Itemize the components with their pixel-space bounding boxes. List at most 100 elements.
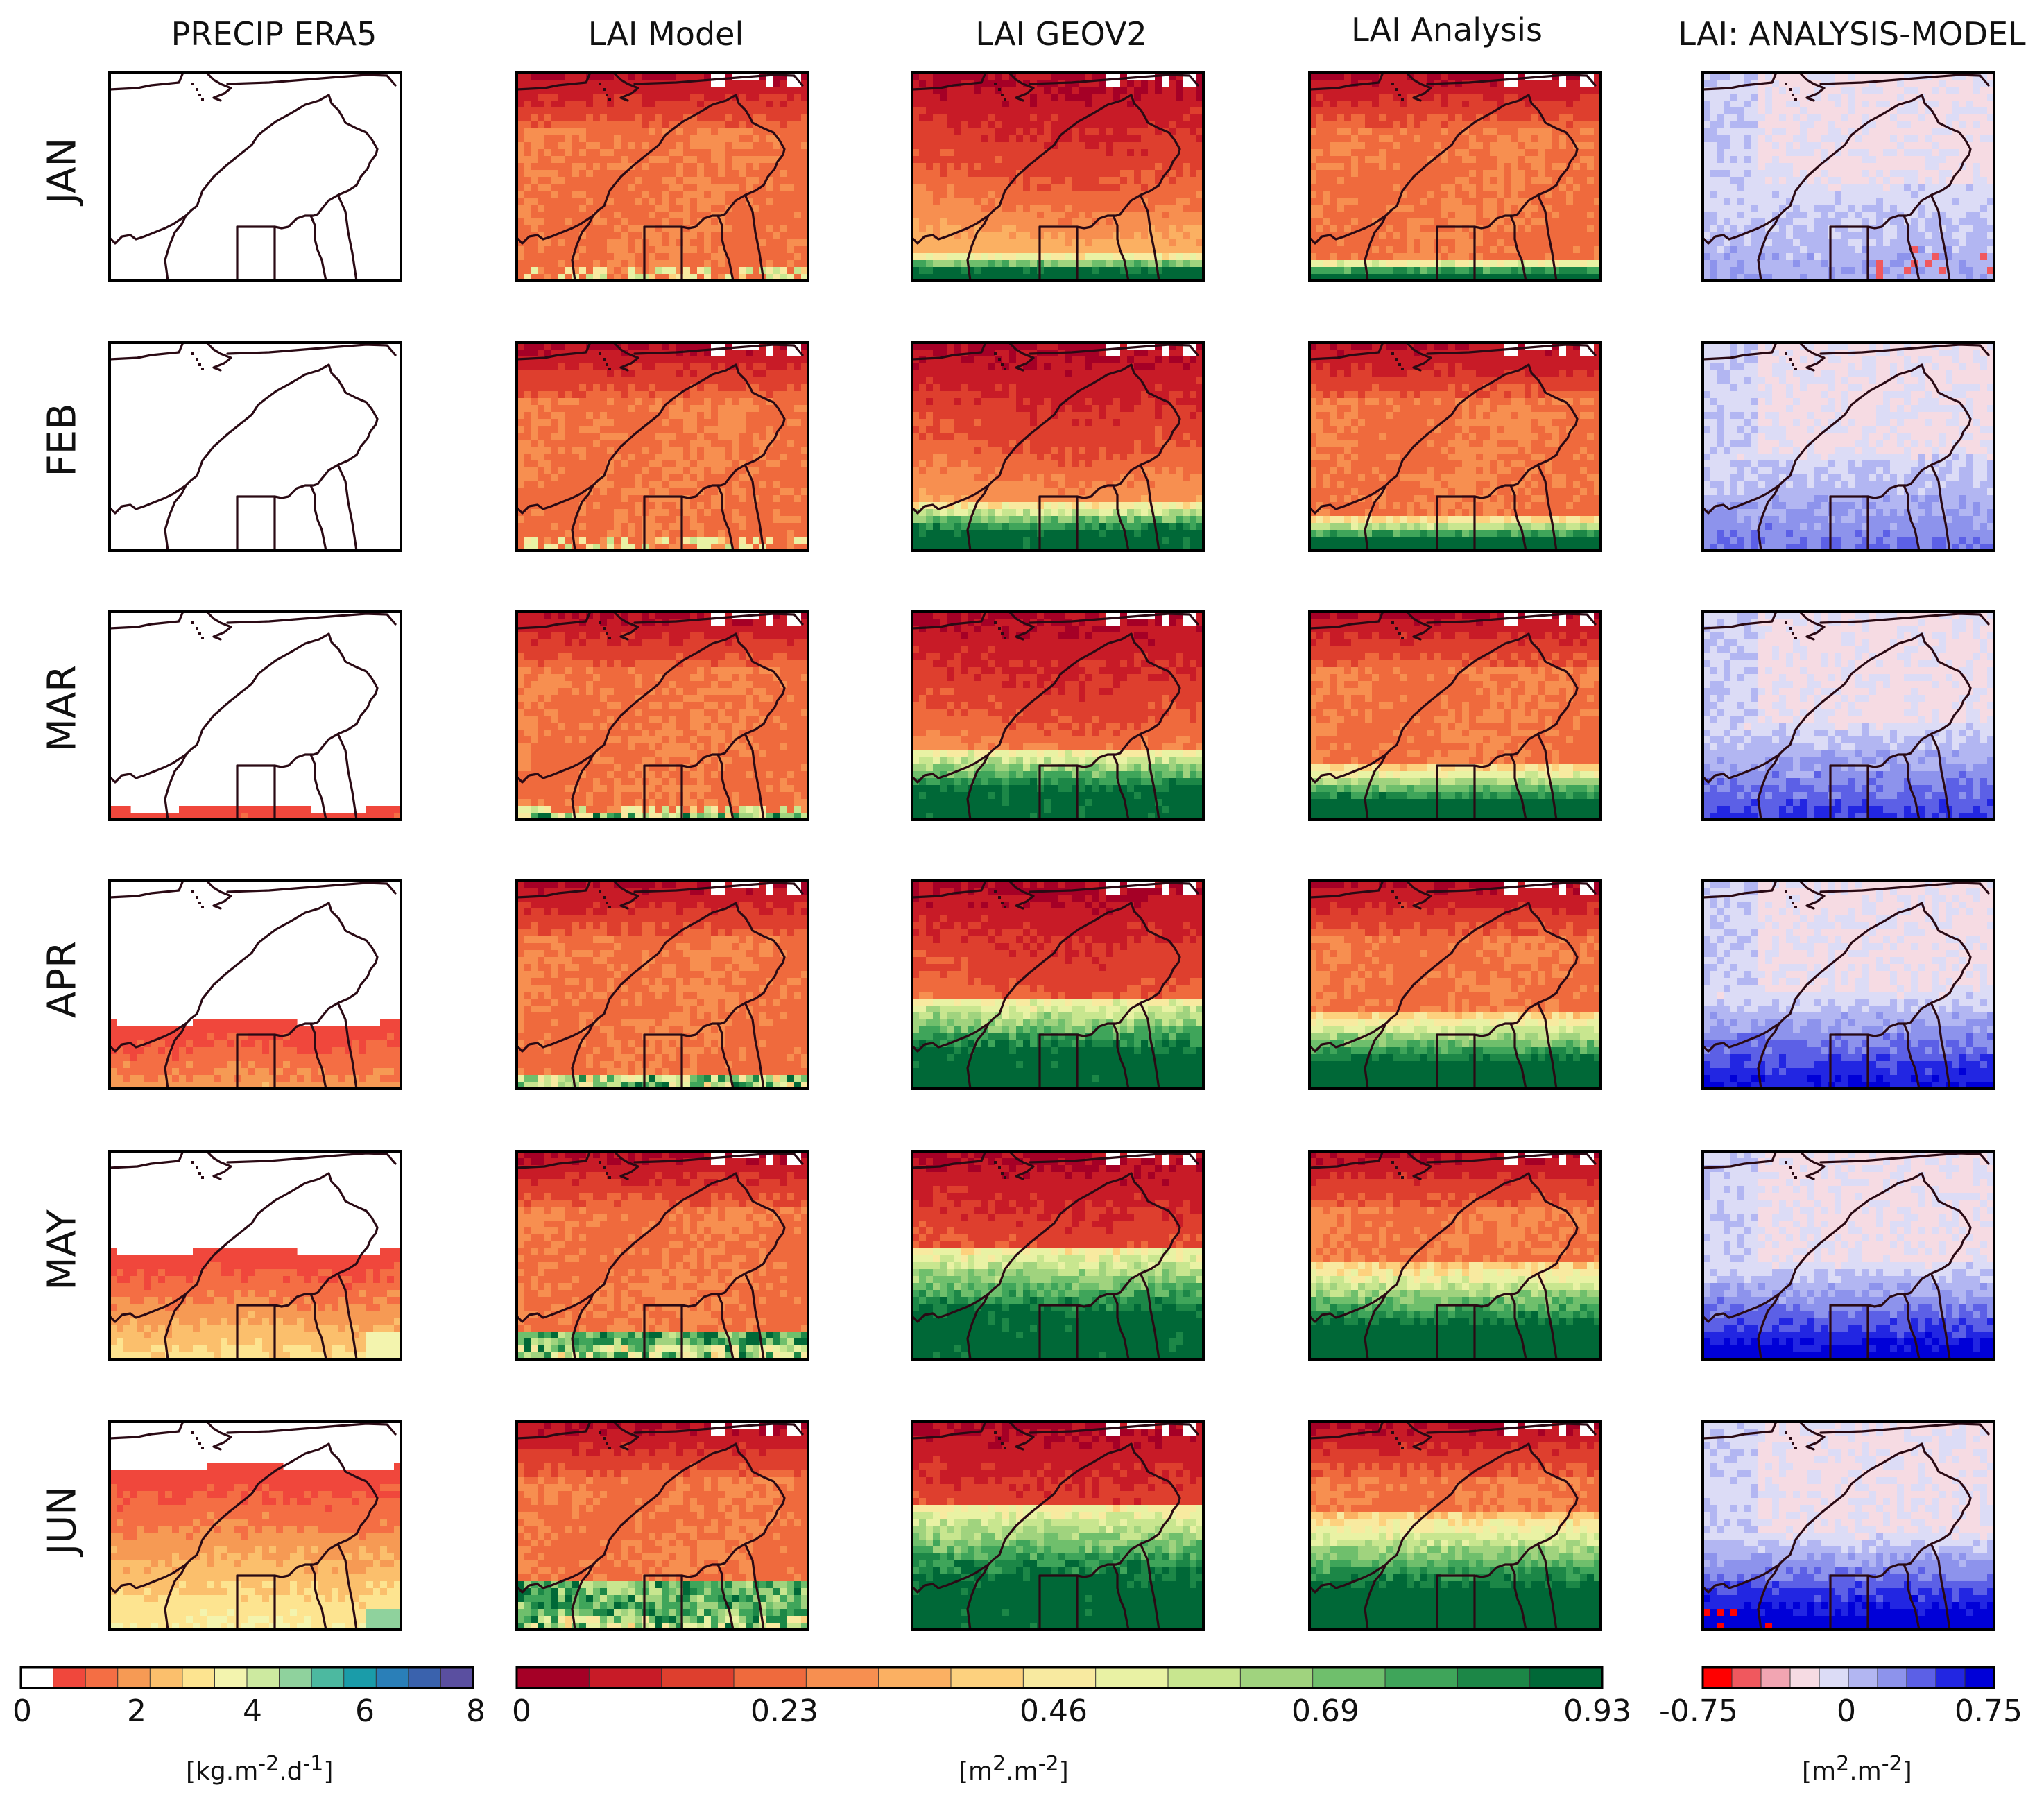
lai-colorbar-segment (589, 1667, 662, 1688)
diff-colorbar-segment (1848, 1667, 1878, 1688)
heatmap-cells (1309, 1151, 1601, 1359)
country-borders (1701, 610, 1990, 821)
row-label-jan: JAN (40, 130, 85, 213)
map-panel-2-may (911, 1150, 1205, 1361)
precip-colorbar-segment (279, 1667, 312, 1688)
heatmap-cells (1309, 73, 1601, 281)
diff-colorbar-segment (1761, 1667, 1791, 1688)
precip-colorbar-segment (85, 1667, 119, 1688)
map-panel-1-jun (515, 1420, 809, 1631)
panel-frame (911, 879, 1205, 1090)
map-panel-1-mar (515, 610, 809, 821)
column-title-lai-model: LAI Model (499, 15, 832, 53)
lai-colorbar-frame (515, 1666, 1604, 1689)
country-borders (108, 341, 397, 552)
diff-unit-label: [m2.m-2] (1802, 1752, 1912, 1786)
country-borders (911, 1420, 1199, 1631)
lai-colorbar-segment (806, 1667, 879, 1688)
heatmap-cells (1703, 1151, 1994, 1359)
panel-frame (108, 71, 402, 282)
panel-frame (515, 879, 809, 1090)
country-borders (108, 71, 397, 282)
lai-colorbar-segment (878, 1667, 952, 1688)
country-borders (515, 341, 804, 552)
map-panel-4-mar (1701, 610, 1995, 821)
heatmap-cells (912, 881, 1203, 1089)
map-panel-4-jan (1701, 71, 1995, 282)
lai-tick-069: 0.69 (1291, 1694, 1359, 1729)
lai-colorbar-segment (1385, 1667, 1458, 1688)
diff-tick-neg075: -0.75 (1659, 1694, 1738, 1729)
lai-unit-label: [m2.m-2] (959, 1752, 1069, 1786)
country-borders (108, 1420, 397, 1631)
lai-colorbar (515, 1666, 1604, 1689)
country-borders (911, 1150, 1199, 1361)
precip-colorbar-segment (214, 1667, 248, 1688)
precip-colorbar-segment (376, 1667, 409, 1688)
precip-colorbar (19, 1666, 474, 1689)
panel-frame (515, 1150, 809, 1361)
panel-frame (1308, 71, 1602, 282)
colorbars (19, 1666, 1995, 1689)
map-panel-2-jun (911, 1420, 1205, 1631)
map-panel-2-feb (911, 341, 1205, 552)
lai-colorbar-segment (661, 1667, 735, 1688)
panel-frame (108, 879, 402, 1090)
diff-colorbar-segment (1936, 1667, 1966, 1688)
diff-colorbar-segment (1790, 1667, 1820, 1688)
map-panel-4-jun (1701, 1420, 1995, 1631)
lai-tick-023: 0.23 (750, 1694, 818, 1729)
heatmap-cells (912, 1422, 1203, 1630)
panel-frame (108, 341, 402, 552)
map-panel-4-apr (1701, 879, 1995, 1090)
diff-colorbar (1701, 1666, 1995, 1689)
precip-tick-6: 6 (355, 1694, 375, 1729)
heatmap-cells (110, 1151, 401, 1359)
heatmap-cells (517, 881, 808, 1089)
heatmap-cells (110, 343, 401, 551)
panel-frame (515, 71, 809, 282)
heatmap-cells (517, 612, 808, 820)
precip-tick-0: 0 (12, 1694, 32, 1729)
lai-colorbar-segment (517, 1667, 590, 1688)
heatmap-cells (912, 612, 1203, 820)
panel-frame (1701, 71, 1995, 282)
precip-colorbar-segment (408, 1667, 441, 1688)
country-borders (1308, 1150, 1597, 1361)
country-borders (108, 610, 397, 821)
row-label-apr: APR (40, 938, 85, 1022)
diff-colorbar-segment (1703, 1667, 1733, 1688)
lai-colorbar-segment (1168, 1667, 1241, 1688)
heatmap-cells (1309, 612, 1601, 820)
diff-colorbar-segment (1878, 1667, 1907, 1688)
map-panel-2-apr (911, 879, 1205, 1090)
map-panel-1-feb (515, 341, 809, 552)
country-borders (1701, 1150, 1990, 1361)
map-panel-1-jan (515, 71, 809, 282)
precip-colorbar-segment (440, 1667, 474, 1688)
heatmap-cells (1703, 612, 1994, 820)
lai-tick-046: 0.46 (1020, 1694, 1088, 1729)
country-borders (515, 610, 804, 821)
precip-colorbar-segment (117, 1667, 151, 1688)
heatmap-cells (517, 343, 808, 551)
map-panel-4-may (1701, 1150, 1995, 1361)
country-borders (911, 71, 1199, 282)
diff-colorbar-segment (1965, 1667, 1995, 1688)
precip-colorbar-segment (343, 1667, 377, 1688)
lai-tick-0: 0 (512, 1694, 531, 1729)
lai-colorbar-segment (1529, 1667, 1603, 1688)
map-panel-1-apr (515, 879, 809, 1090)
country-borders (515, 1420, 804, 1631)
panel-frame (911, 1420, 1205, 1631)
country-borders (911, 341, 1199, 552)
country-borders (1701, 341, 1990, 552)
map-panel-3-feb (1308, 341, 1602, 552)
row-label-may: MAY (40, 1209, 85, 1292)
heatmap-cells (1309, 881, 1601, 1089)
map-panel-0-may (108, 1150, 402, 1361)
panel-frame (1308, 1420, 1602, 1631)
heatmap-cells (912, 1151, 1203, 1359)
map-panel-3-may (1308, 1150, 1602, 1361)
